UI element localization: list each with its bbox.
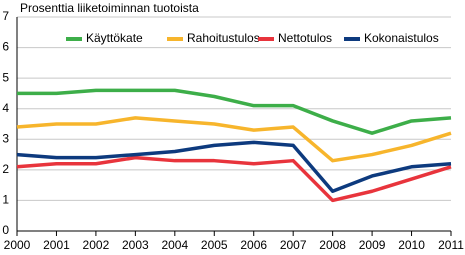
series-line	[17, 88, 452, 135]
x-tick-label: 2010	[398, 238, 425, 252]
x-tick-label: 2006	[240, 238, 267, 252]
x-tick-label: 2004	[161, 238, 188, 252]
y-tick-label: 7	[2, 9, 9, 23]
series-line	[16, 155, 452, 203]
x-tick-label: 2011	[438, 238, 464, 252]
y-tick-label: 5	[2, 70, 9, 84]
series-line	[16, 140, 452, 194]
x-tick-label: 2003	[122, 238, 149, 252]
y-tick-label: 1	[2, 193, 9, 207]
legend-label: Rahoitustulos	[187, 31, 260, 45]
chart-title: Prosenttia liiketoiminnan tuotoista	[20, 1, 199, 15]
y-tick-label: 4	[2, 101, 9, 115]
x-tick-label: 2008	[319, 238, 346, 252]
x-tick-label: 2002	[83, 238, 110, 252]
x-tick-label: 2009	[359, 238, 386, 252]
y-tick-label: 6	[2, 40, 9, 54]
x-tick-label: 2007	[280, 238, 307, 252]
series-line	[16, 116, 452, 163]
y-tick-label: 0	[2, 223, 9, 237]
y-tick-label: 2	[2, 162, 9, 176]
legend-label: Käyttökate	[86, 31, 143, 45]
x-tick-label: 2001	[43, 238, 70, 252]
legend-label: Nettotulos	[278, 31, 332, 45]
y-tick-label: 3	[2, 131, 9, 145]
x-tick-label: 2005	[201, 238, 228, 252]
legend-label: Kokonaistulos	[364, 31, 439, 45]
x-tick-label: 2000	[4, 238, 31, 252]
